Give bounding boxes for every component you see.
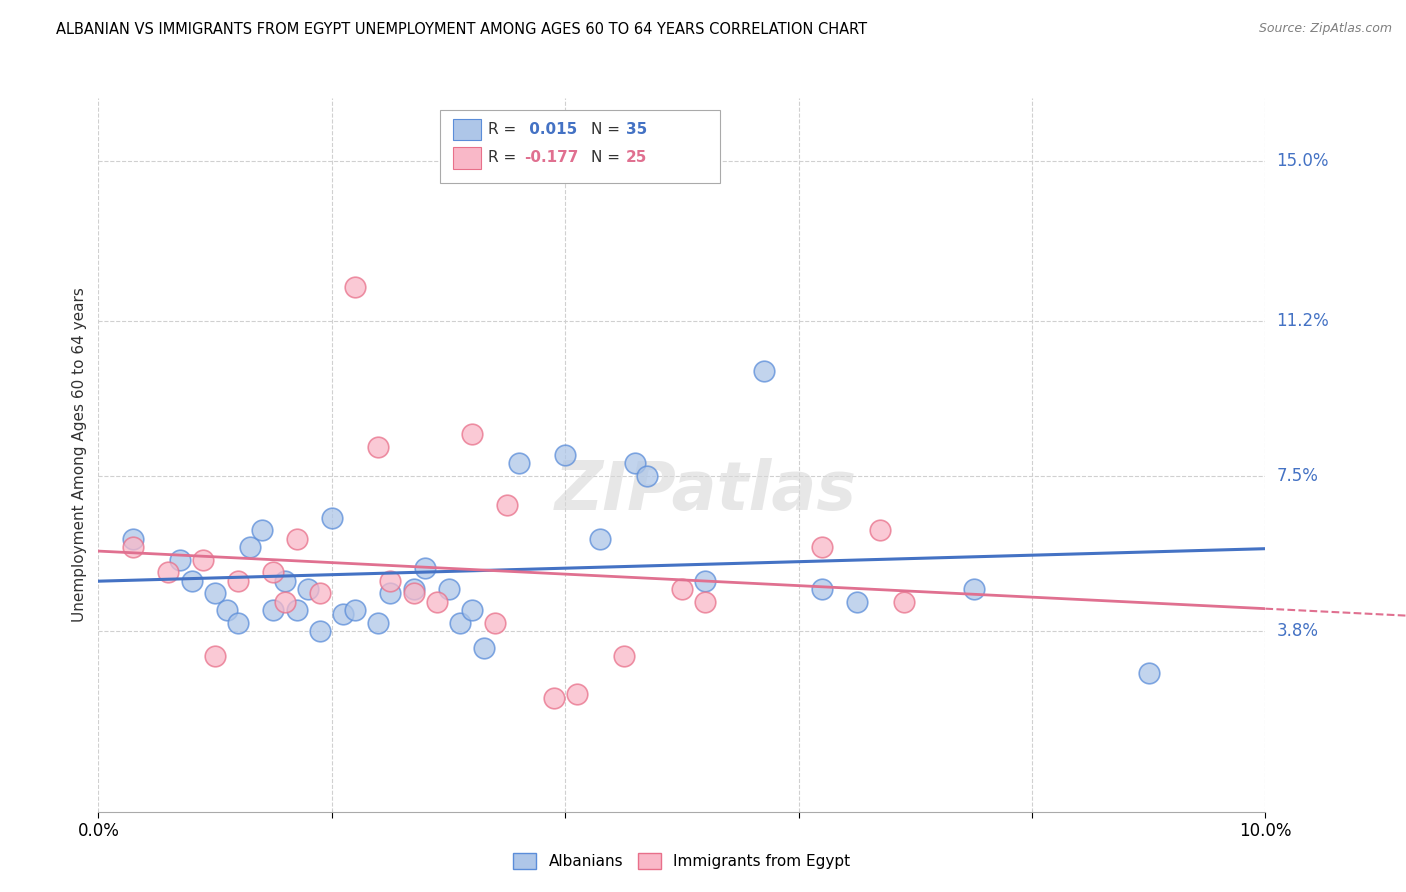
Point (437, 582, 460, 597)
Legend: Albanians, Immigrants from Egypt: Albanians, Immigrants from Egypt (508, 847, 856, 875)
Point (193, 553, 215, 567)
Point (543, 691, 565, 706)
Point (426, 595, 449, 609)
Point (695, 595, 717, 609)
Point (472, 640, 495, 655)
Point (565, 687, 588, 701)
Text: 0.015: 0.015 (524, 122, 578, 136)
Text: N =: N = (591, 151, 624, 165)
Point (285, 603, 308, 617)
Point (378, 574, 402, 588)
Text: 7.5%: 7.5% (1277, 467, 1319, 485)
Point (624, 456, 647, 470)
Text: Source: ZipAtlas.com: Source: ZipAtlas.com (1258, 22, 1392, 36)
Text: ZIPatlas: ZIPatlas (554, 458, 856, 524)
Point (508, 456, 530, 470)
Text: R =: R = (488, 151, 522, 165)
Point (122, 541, 145, 555)
Point (367, 615, 389, 630)
Point (612, 649, 634, 664)
Point (285, 532, 308, 546)
Point (262, 566, 284, 580)
Point (811, 541, 834, 555)
Point (274, 595, 297, 609)
Point (484, 615, 506, 630)
Point (402, 582, 425, 597)
Point (962, 582, 984, 597)
Point (402, 586, 425, 600)
Point (344, 603, 367, 617)
Text: 11.2%: 11.2% (1277, 311, 1329, 330)
Point (554, 448, 576, 462)
Point (378, 586, 402, 600)
Y-axis label: Unemployment Among Ages 60 to 64 years: Unemployment Among Ages 60 to 64 years (72, 287, 87, 623)
Point (695, 574, 717, 588)
Point (461, 603, 484, 617)
Point (169, 553, 191, 567)
Point (332, 607, 354, 622)
Point (180, 574, 202, 588)
Point (811, 582, 834, 597)
Point (215, 603, 238, 617)
Point (589, 532, 612, 546)
Point (250, 524, 273, 538)
Point (893, 595, 915, 609)
Point (228, 574, 250, 588)
Point (636, 469, 658, 483)
Point (449, 615, 471, 630)
Text: N =: N = (591, 122, 624, 136)
Point (495, 498, 517, 512)
Text: -0.177: -0.177 (524, 151, 579, 165)
Point (157, 566, 180, 580)
Point (228, 615, 250, 630)
Point (309, 624, 332, 639)
Point (239, 541, 262, 555)
Point (274, 574, 297, 588)
Point (262, 603, 284, 617)
Point (309, 586, 332, 600)
Point (297, 582, 319, 597)
Point (321, 511, 343, 525)
Text: 3.8%: 3.8% (1277, 623, 1319, 640)
Point (413, 561, 436, 575)
Point (752, 364, 775, 378)
Point (869, 524, 891, 538)
Point (671, 582, 693, 597)
Text: 15.0%: 15.0% (1277, 152, 1329, 170)
Point (1137, 666, 1160, 681)
Point (204, 649, 226, 664)
Text: ALBANIAN VS IMMIGRANTS FROM EGYPT UNEMPLOYMENT AMONG AGES 60 TO 64 YEARS CORRELA: ALBANIAN VS IMMIGRANTS FROM EGYPT UNEMPL… (56, 22, 868, 37)
Point (344, 280, 367, 294)
Text: 25: 25 (626, 151, 647, 165)
Point (122, 532, 145, 546)
Text: 35: 35 (626, 122, 647, 136)
Point (845, 595, 868, 609)
Point (461, 426, 484, 441)
Point (204, 586, 226, 600)
Point (367, 440, 389, 454)
Text: R =: R = (488, 122, 522, 136)
